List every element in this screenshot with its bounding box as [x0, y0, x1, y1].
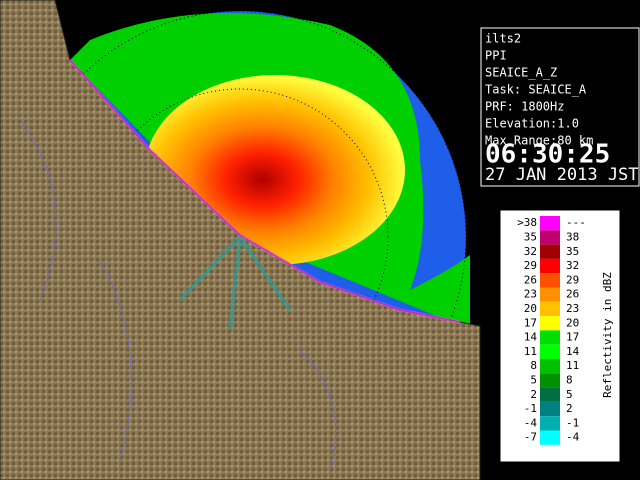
- legend-swatch: [540, 416, 560, 431]
- legend-high: 5: [566, 388, 573, 401]
- legend-title: Reflectivity in dBZ: [601, 272, 614, 398]
- legend-high: 26: [566, 288, 579, 301]
- legend-swatch: [540, 344, 560, 359]
- legend-high: 38: [566, 230, 579, 243]
- legend-low: 26: [524, 273, 537, 286]
- rivers: [19, 119, 337, 471]
- info-line: SEAICE_A_Z: [485, 66, 557, 80]
- legend-low: 32: [524, 245, 537, 258]
- coast-clutter: [68, 59, 461, 324]
- info-text: ilts2 PPI SEAICE_A_Z Task: SEAICE_A PRF: 180…: [485, 32, 593, 148]
- radar-map: [0, 0, 481, 480]
- legend-low: 23: [524, 288, 537, 301]
- legend-low: 11: [524, 345, 537, 358]
- time: 06:30:25: [485, 140, 610, 170]
- legend-high: ---: [566, 216, 586, 229]
- legend-high: 17: [566, 331, 579, 344]
- legend-swatch: [540, 273, 560, 288]
- info-line: PPI: [485, 49, 507, 63]
- legend-swatch: [540, 244, 560, 259]
- ground-clutter: [178, 235, 292, 331]
- legend-swatch: [540, 401, 560, 417]
- info-line: Max Range:80 km: [485, 134, 593, 148]
- legend-high: -1: [566, 416, 579, 429]
- date: 27 JAN 2013 JST: [485, 165, 639, 185]
- legend-swatch: [540, 430, 560, 445]
- legend-high: 2: [566, 402, 573, 415]
- legend-high: 29: [566, 273, 579, 286]
- legend-low: 14: [524, 331, 538, 344]
- range-ring: [13, 10, 467, 464]
- legend-high: 8: [566, 373, 573, 386]
- info-line: Elevation:1.0: [485, 117, 579, 131]
- legend-high: 32: [566, 259, 579, 272]
- legend-swatch: [540, 287, 560, 302]
- legend-low: >38: [517, 216, 537, 229]
- info-box: [480, 27, 640, 187]
- info-line: PRF: 1800Hz: [485, 100, 564, 114]
- legend-swatch: [540, 373, 560, 388]
- legend-swatch: [540, 359, 560, 374]
- legend-high: 14: [566, 345, 580, 358]
- legend-high: 11: [566, 359, 579, 372]
- legend-swatch: [540, 301, 560, 317]
- legend-swatch: [540, 316, 560, 331]
- info-line: ilts2: [485, 32, 521, 46]
- legend-low: 17: [524, 316, 537, 329]
- legend-swatch: [540, 230, 560, 245]
- legend-swatch: [540, 387, 560, 402]
- legend-low: 2: [530, 388, 537, 401]
- legend-low: 35: [524, 230, 537, 243]
- legend-swatch: [540, 258, 560, 274]
- legend-high: 35: [566, 245, 579, 258]
- info-line: Task: SEAICE_A: [485, 83, 587, 97]
- legend-low: 8: [530, 359, 537, 372]
- legend-low: 20: [524, 302, 537, 315]
- legend-low: 5: [530, 373, 537, 386]
- legend-low: -7: [524, 431, 537, 444]
- legend-high: -4: [566, 431, 580, 444]
- legend-low: -1: [524, 402, 537, 415]
- legend-high: 20: [566, 316, 579, 329]
- legend-low: -4: [524, 416, 538, 429]
- legend-swatch: [540, 216, 560, 231]
- legend-swatch: [540, 330, 560, 345]
- legend-high: 23: [566, 302, 579, 315]
- legend-low: 29: [524, 259, 537, 272]
